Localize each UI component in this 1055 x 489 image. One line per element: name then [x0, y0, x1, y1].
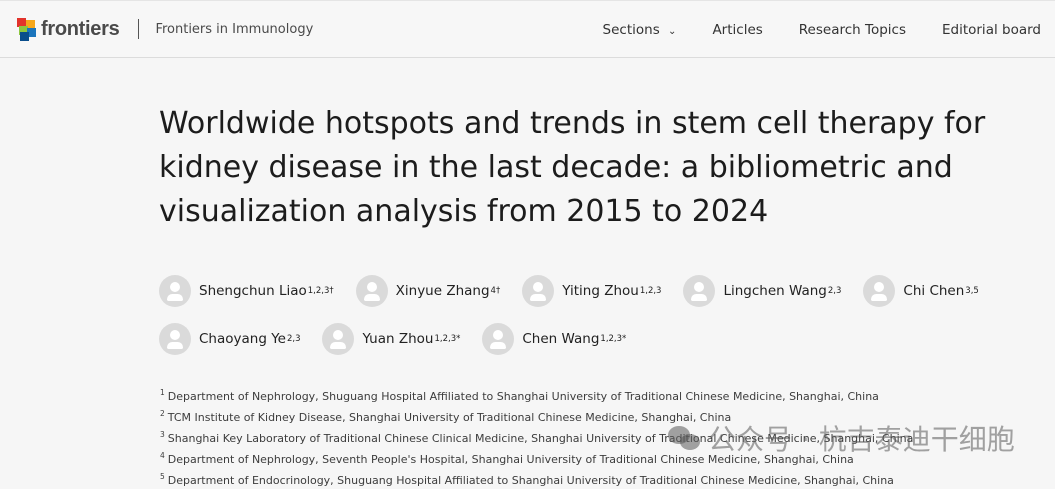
author-name: Chen Wang [522, 330, 600, 347]
affiliation-number: 5 [160, 472, 165, 481]
author[interactable]: Xinyue Zhang 4† [355, 274, 501, 307]
author-name: Yuan Zhou [362, 330, 434, 347]
divider [138, 19, 140, 39]
nav-editorial-board[interactable]: Editorial board [941, 22, 1041, 38]
main-nav: Sections ⌄ Articles Research Topics Edit… [603, 1, 1041, 59]
avatar-icon [355, 274, 388, 307]
author-name: Chaoyang Ye [199, 330, 286, 347]
author-name: Chi Chen [903, 282, 965, 299]
affiliation: 1 Department of Nephrology, Shuguang Hosp… [159, 384, 913, 405]
nav-research-topics[interactable]: Research Topics [798, 22, 906, 38]
journal-name[interactable]: Frontiers in Immunology [155, 21, 314, 37]
author[interactable]: Chi Chen 3,5 [863, 274, 979, 307]
affiliation-number: 3 [160, 430, 165, 439]
affiliation: 3 Shanghai Key Laboratory of Traditional … [159, 426, 913, 447]
affiliation-number: 1 [160, 388, 165, 397]
author-name: Yiting Zhou [562, 282, 639, 299]
avatar-icon [863, 274, 896, 307]
affiliation: 4 Department of Nephrology, Seventh Peopl… [159, 447, 913, 468]
affiliation-number: 4 [160, 451, 165, 460]
avatar-icon [159, 322, 191, 355]
avatar-icon [522, 274, 555, 307]
author-name: Xinyue Zhang [395, 282, 490, 299]
author-name: Lingchen Wang [723, 282, 827, 299]
affiliation: 5 Department of Endocrinology, Shuguang H… [159, 468, 913, 489]
affiliation-text: Shanghai Key Laboratory of Traditional C… [167, 432, 914, 445]
logo-text: frontiers [41, 17, 120, 40]
author-affiliation-marks: 2,3 [827, 285, 842, 296]
affiliation-text: Department of Nephrology, Seventh People… [167, 453, 854, 466]
nav-articles[interactable]: Articles [712, 22, 763, 38]
frontiers-logo[interactable]: frontiers [17, 17, 120, 41]
author-affiliation-marks: 1,2,3* [600, 333, 627, 344]
affiliation-number: 2 [160, 409, 165, 418]
author[interactable]: Yiting Zhou 1,2,3 [522, 274, 662, 307]
site-header: frontiers Frontiers in Immunology Sectio… [0, 0, 1055, 58]
affiliation-text: Department of Nephrology, Shuguang Hospi… [167, 390, 879, 403]
article-title: Worldwide hotspots and trends in stem ce… [159, 106, 986, 229]
affiliation-text: TCM Institute of Kidney Disease, Shangha… [167, 411, 732, 424]
author[interactable]: Lingchen Wang 2,3 [683, 274, 842, 307]
author-name: Shengchun Liao [199, 282, 307, 299]
affiliation: 2 TCM Institute of Kidney Disease, Shangh… [159, 405, 913, 426]
author[interactable]: Chen Wang 1,2,3* [482, 322, 627, 355]
avatar-icon [322, 322, 355, 355]
frontiers-logo-icon [17, 18, 37, 41]
nav-sections-label: Sections [602, 22, 660, 38]
author-affiliation-marks: 4† [490, 285, 501, 296]
author-affiliation-marks: 3,5 [965, 285, 979, 296]
author-list: Shengchun Liao 1,2,3† Xinyue Zhang 4† Yiti… [159, 274, 999, 370]
avatar-icon [159, 274, 191, 307]
author-affiliation-marks: 2,3 [286, 333, 301, 344]
author[interactable]: Chaoyang Ye 2,3 [159, 322, 301, 355]
author-affiliation-marks: 1,2,3† [307, 285, 334, 296]
avatar-icon [482, 322, 515, 355]
chevron-down-icon: ⌄ [668, 26, 677, 37]
affiliation-list: 1 Department of Nephrology, Shuguang Hosp… [159, 384, 913, 489]
author-affiliation-marks: 1,2,3 [639, 285, 662, 296]
author[interactable]: Shengchun Liao 1,2,3† [159, 274, 334, 307]
author-affiliation-marks: 1,2,3* [434, 333, 461, 344]
nav-sections[interactable]: Sections ⌄ [603, 22, 677, 38]
avatar-icon [683, 274, 716, 307]
author[interactable]: Yuan Zhou 1,2,3* [322, 322, 461, 355]
